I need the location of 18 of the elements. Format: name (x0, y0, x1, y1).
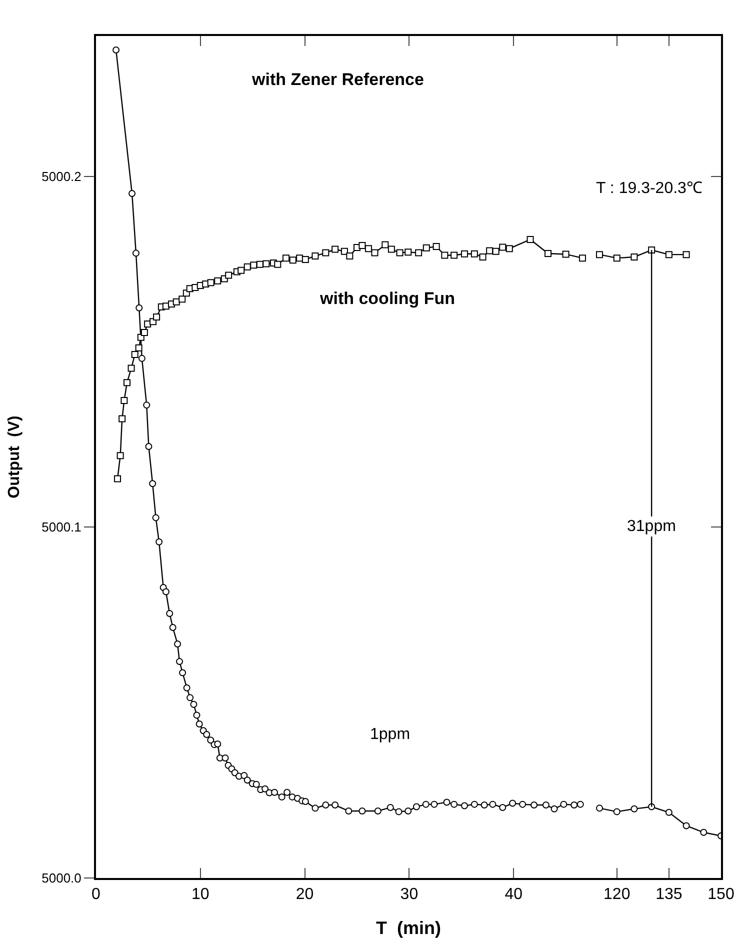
series-label: with cooling Fun (319, 289, 456, 308)
y-tick-label: 5000.0 (42, 870, 82, 886)
annotation: 1ppm (370, 726, 410, 743)
x-tick-label: 0 (92, 886, 101, 904)
x-tick-label: 135 (656, 886, 682, 904)
annotation: T : 19.3-20.3℃ (596, 180, 702, 197)
x-tick-label: 150 (708, 886, 734, 904)
x-tick-label: 20 (296, 886, 314, 904)
text: with Zener Reference (251, 70, 424, 89)
x-tick-label: 120 (604, 886, 630, 904)
y-tick-label: 5000.1 (42, 520, 82, 535)
x-axis-title: T (min) (376, 918, 441, 938)
x-tick-label: 40 (504, 886, 523, 904)
y-axis-title: Output (V) (6, 416, 24, 498)
y-tick-label: 5000.2 (42, 168, 82, 184)
x-tick-label: 10 (192, 886, 210, 904)
x-tick-label: 30 (400, 886, 418, 904)
annotation: 31ppm (627, 518, 676, 535)
